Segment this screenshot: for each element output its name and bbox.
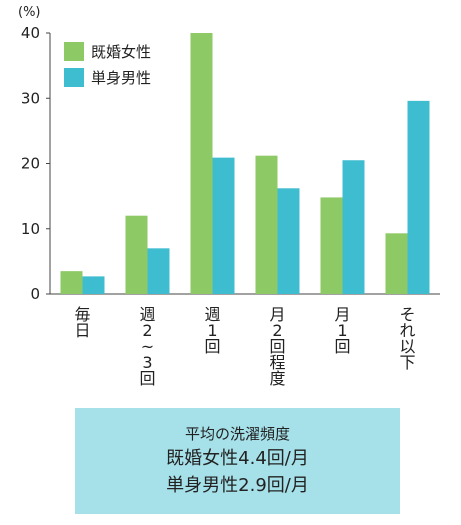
average-frequency-summary-box: 平均の洗濯頻度 既婚女性4.4回/月 単身男性2.9回/月: [75, 408, 400, 514]
y-tick-label: 30: [21, 89, 40, 107]
legend-label-married-women: 既婚女性: [91, 43, 151, 61]
legend-swatch-married-women: [64, 42, 84, 61]
bar-single-men-5: [407, 100, 430, 294]
legend-label-single-men: 単身男性: [91, 69, 151, 87]
summary-married-women: 既婚女性4.4回/月: [166, 448, 309, 469]
bar-married-women-5: [385, 233, 408, 294]
bar-single-men-4: [342, 160, 365, 294]
y-axis-ticks: 0 10 20 30 40: [21, 24, 50, 303]
bar-single-men-2: [212, 157, 235, 294]
bar-married-women-2: [190, 33, 213, 294]
bar-married-women-1: [125, 215, 148, 294]
category-label: 月 2 回程度: [269, 305, 285, 388]
bars-group: [60, 33, 430, 294]
summary-title: 平均の洗濯頻度: [184, 425, 290, 443]
bar-married-women-4: [320, 197, 343, 294]
bar-married-women-0: [60, 271, 83, 294]
y-axis-unit-label: (%): [18, 5, 41, 20]
bar-married-women-3: [255, 155, 278, 294]
legend: 既婚女性 単身男性: [64, 42, 151, 87]
summary-single-men: 単身男性2.9回/月: [166, 475, 309, 496]
bar-chart: (%) 0 10 20 30 40 毎日 週 2 ~3 回 週 1 回 月 2 回程度 月 1 回 それ以下 既婚女…: [18, 5, 440, 388]
legend-swatch-single-men: [64, 68, 84, 87]
y-tick-label: 40: [21, 24, 40, 42]
category-label: 毎日: [74, 305, 90, 340]
bar-single-men-3: [277, 188, 300, 294]
y-tick-label: 20: [21, 155, 40, 173]
category-label: 週 2 ~3 回: [139, 305, 155, 388]
category-label: それ以下: [399, 305, 415, 372]
bar-single-men-1: [147, 248, 170, 294]
y-tick-label: 10: [21, 220, 40, 238]
bar-single-men-0: [82, 276, 105, 294]
category-labels: 毎日 週 2 ~3 回 週 1 回 月 2 回程度 月 1 回 それ以下: [74, 305, 415, 388]
y-tick-label: 0: [30, 285, 40, 303]
